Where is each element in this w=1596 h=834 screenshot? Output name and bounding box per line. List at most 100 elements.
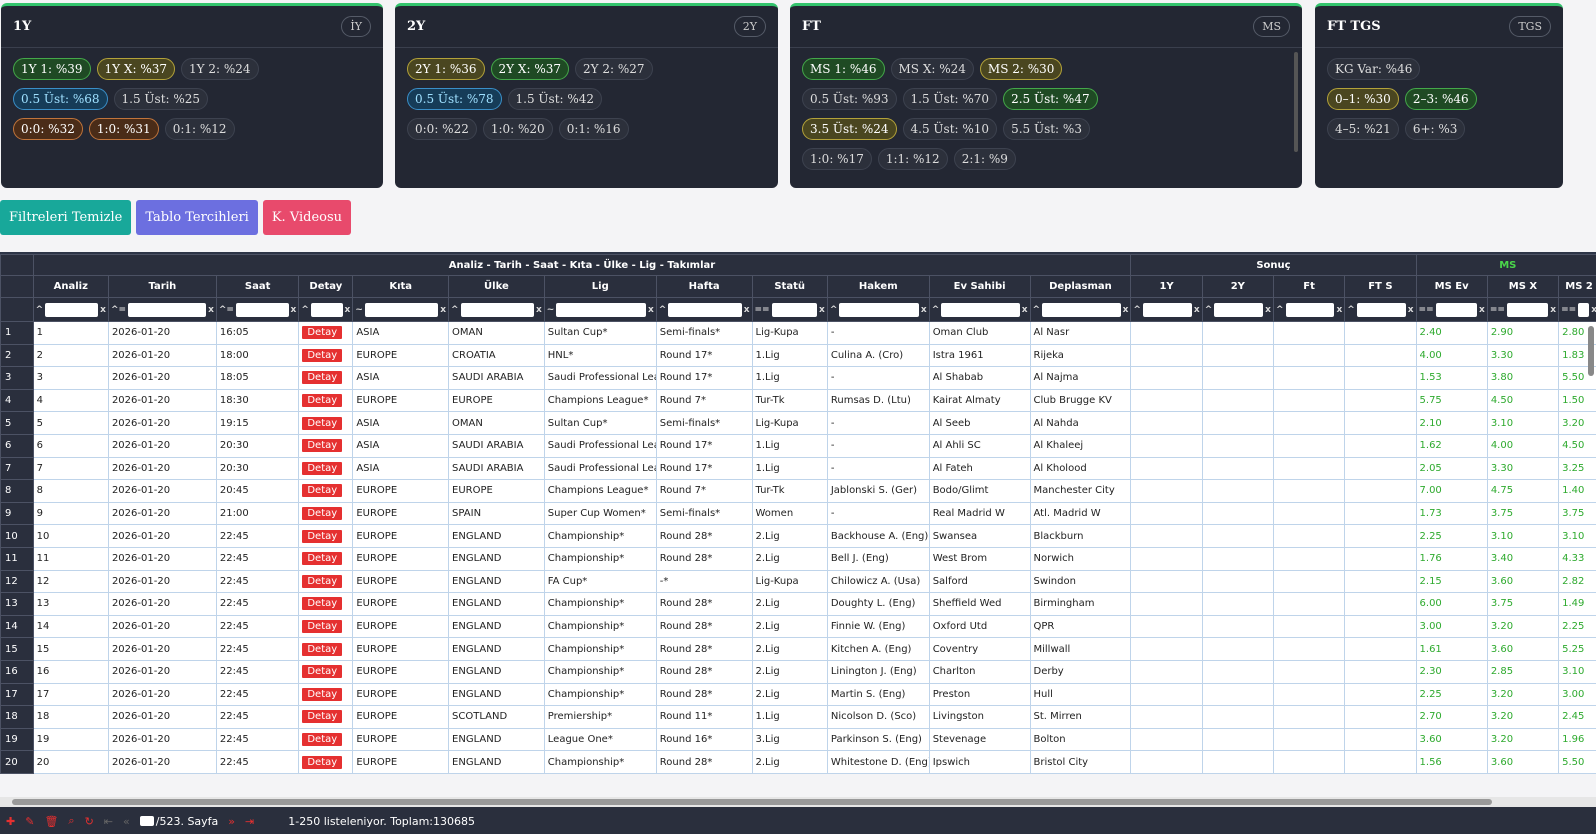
column-header[interactable]: Kıta [352,275,450,298]
filter-input[interactable] [941,302,1020,317]
column-header[interactable]: Tarih [107,275,217,298]
stat-pill[interactable]: 0.5 Üst: %78 [407,88,502,110]
stat-pill[interactable]: 1Y X: %37 [96,58,175,80]
card-scrollbar[interactable] [1294,52,1298,152]
detail-button[interactable]: Detay [302,665,343,679]
detail-button[interactable]: Detay [302,755,343,769]
table-row[interactable]: 5 5 2026-01-20 19:15 Detay ASIA OMAN Sultan Cup… [0,411,1596,435]
filter-operator[interactable]: ^ [1275,304,1284,315]
filter-operator[interactable]: ^ [931,304,940,315]
clear-filter-icon[interactable]: x [1265,304,1271,315]
filter-operator[interactable]: ^ [1204,304,1213,315]
table-preferences-button[interactable]: Tablo Tercihleri [136,200,258,235]
stat-pill[interactable]: MS 2: %30 [979,58,1063,80]
first-page-icon[interactable]: ⇤ [103,814,114,828]
clear-filter-icon[interactable]: x [647,304,654,315]
column-header[interactable]: Lig [543,275,657,298]
filter-operator[interactable]: ^ [829,304,838,315]
stat-pill[interactable]: 3.5 Üst: %24 [802,118,897,140]
clear-filter-icon[interactable]: x [290,304,297,315]
stat-pill[interactable]: 1.5 Üst: %42 [507,88,603,110]
detail-button[interactable]: Detay [302,439,343,453]
clear-filter-icon[interactable]: x [100,304,106,315]
filter-input[interactable] [1506,302,1549,317]
stat-pill[interactable]: 1Y 2: %24 [181,58,259,80]
stat-pill[interactable]: 1:0: %17 [802,148,872,170]
table-row[interactable]: 6 6 2026-01-20 20:30 Detay ASIA SAUDI ARABIA Sa… [0,433,1596,458]
filter-input[interactable] [1142,302,1192,317]
filter-input[interactable] [771,302,818,317]
detail-button[interactable]: Detay [302,484,343,498]
detail-button[interactable]: Detay [302,687,343,701]
next-page-icon[interactable]: » [228,814,236,828]
filter-operator[interactable]: ^ [301,304,309,315]
clear-filter-icon[interactable]: x [920,304,927,315]
table-row[interactable]: 14 14 2026-01-20 22:45 Detay EUROPE ENGLAND Cha… [0,614,1596,639]
stat-pill[interactable]: 2Y 1: %36 [407,58,485,80]
stat-pill[interactable]: 0:1: %16 [558,118,629,140]
filter-operator[interactable]: == [1561,304,1577,315]
column-header[interactable]: Ft [1272,275,1346,298]
table-row[interactable]: 11 11 2026-01-20 22:45 Detay EUROPE ENGLAND Cha… [0,546,1596,571]
filter-input[interactable] [364,302,439,317]
clear-filters-button[interactable]: Filtreleri Temizle [0,200,132,235]
stat-pill[interactable]: 0–1: %30 [1327,88,1399,110]
stat-pill[interactable]: 2:1: %9 [953,148,1016,170]
horizontal-scrollbar[interactable] [0,797,1596,807]
filter-operator[interactable]: == [1489,304,1505,315]
filter-input[interactable] [45,302,99,317]
detail-button[interactable]: Detay [302,394,343,408]
column-header[interactable]: Statü [751,275,828,298]
stat-pill[interactable]: 6+: %3 [1404,118,1466,140]
clear-filter-icon[interactable]: x [1591,305,1596,315]
filter-input[interactable] [1578,302,1590,317]
clear-filter-icon[interactable]: x [440,304,447,315]
stat-pill[interactable]: MS 1: %46 [802,58,885,80]
detail-button[interactable]: Detay [302,642,343,656]
filter-operator[interactable]: ^ [1133,304,1141,315]
table-row[interactable]: 2 2 2026-01-20 18:00 Detay EUROPE CROATIA HNL* R… [0,343,1596,368]
column-header[interactable]: FT S [1344,275,1417,298]
stat-pill[interactable]: 1:1: %12 [877,148,948,170]
detail-button[interactable]: Detay [302,507,343,521]
filter-input[interactable] [1356,302,1406,317]
filter-operator[interactable]: ^ [658,304,667,315]
filter-input[interactable] [668,302,742,317]
stat-pill[interactable]: 2.5 Üst: %47 [1003,88,1098,110]
table-row[interactable]: 17 17 2026-01-20 22:45 Detay EUROPE ENGLAND Cha… [0,682,1596,707]
filter-operator[interactable]: ^ [1032,304,1041,315]
filter-input[interactable] [460,302,534,317]
stat-pill[interactable]: 0.5 Üst: %68 [13,88,108,110]
page-input[interactable] [139,816,154,826]
detail-button[interactable]: Detay [302,732,343,746]
clear-filter-icon[interactable]: x [344,304,351,315]
last-page-icon[interactable]: ⇥ [245,814,255,828]
table-row[interactable]: 8 8 2026-01-20 20:45 Detay EUROPE EUROPE Champi… [0,479,1596,503]
filter-operator[interactable]: ^= [218,304,234,315]
column-header[interactable]: Ev Sahibi [928,275,1031,298]
detail-button[interactable]: Detay [302,597,343,611]
filter-input[interactable] [1214,302,1264,317]
detail-button[interactable]: Detay [302,461,343,475]
table-row[interactable]: 19 19 2026-01-20 22:45 Detay EUROPE ENGLAND Lea… [0,727,1596,752]
column-header[interactable]: MS Ev [1415,275,1488,298]
stat-pill[interactable]: 1.5 Üst: %70 [902,88,998,110]
stat-pill[interactable]: 0:0: %32 [13,118,83,140]
stat-pill[interactable]: 0:1: %12 [164,118,235,140]
clear-filter-icon[interactable]: x [743,304,750,315]
clear-filter-icon[interactable]: x [819,304,825,315]
stat-pill[interactable]: KG Var: %46 [1327,58,1421,80]
stat-pill[interactable]: 4.5 Üst: %10 [902,118,998,140]
clear-filter-icon[interactable]: x [1336,304,1343,315]
search-icon[interactable]: ⌕ [68,814,75,827]
clear-filter-icon[interactable]: x [1550,304,1557,315]
filter-operator[interactable]: == [754,304,770,315]
column-header[interactable]: Hafta [655,275,753,298]
detail-button[interactable]: Detay [302,552,343,566]
column-header[interactable]: Saat [215,275,300,298]
stat-pill[interactable]: 2Y 2: %27 [575,58,653,80]
detail-button[interactable]: Detay [302,574,343,588]
filter-operator[interactable]: ^= [110,304,127,315]
table-row[interactable]: 13 13 2026-01-20 22:45 Detay EUROPE ENGLAND Cha… [0,592,1596,616]
clear-filter-icon[interactable]: x [1021,304,1028,315]
